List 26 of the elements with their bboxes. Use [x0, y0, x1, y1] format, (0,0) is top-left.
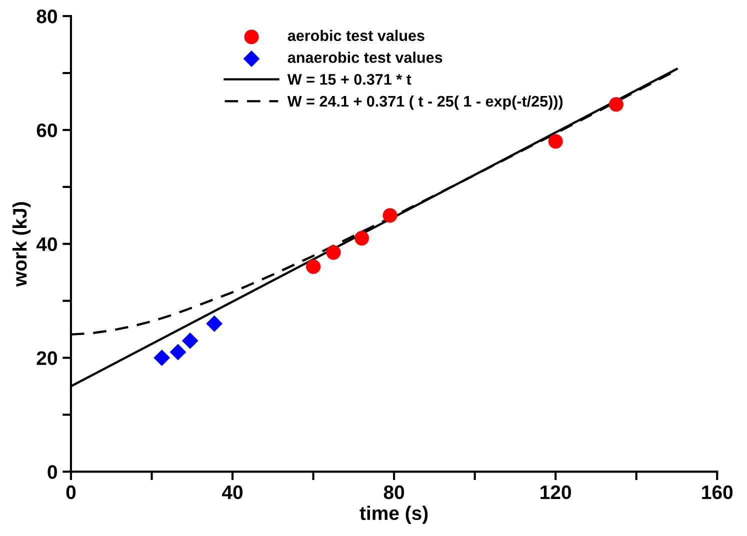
point	[548, 134, 563, 149]
point	[326, 245, 341, 260]
legend-label: anaerobic test values	[288, 52, 442, 63]
point	[306, 259, 321, 274]
point	[206, 315, 223, 332]
legend-label: aerobic test values	[288, 30, 424, 42]
point	[608, 97, 624, 112]
x-tick-label: 0	[66, 485, 76, 500]
y-tick-label: 0	[48, 465, 57, 479]
point	[382, 208, 398, 223]
y-tick-label: 60	[36, 123, 57, 138]
point	[154, 350, 170, 366]
y-tick-label: 80	[36, 10, 57, 24]
point	[182, 332, 198, 349]
y-tick-label: 20	[36, 351, 57, 366]
legend-label: W = 15 + 0.371 * t	[287, 74, 412, 85]
x-axis-title: time (s)	[360, 506, 428, 524]
legend-label: W = 24.1 + 0.371 ( t - 25( 1 - exp(-t/25)))	[287, 95, 563, 110]
x-tick-label: 120	[540, 485, 572, 500]
x-tick-label: 80	[384, 485, 404, 500]
y-axis-title: work (kJ)	[12, 202, 31, 287]
y-tick-label: 40	[36, 237, 57, 252]
x-tick-label: 160	[702, 485, 733, 500]
x-tick-label: 40	[222, 485, 243, 500]
point	[354, 230, 370, 246]
point	[170, 344, 186, 360]
